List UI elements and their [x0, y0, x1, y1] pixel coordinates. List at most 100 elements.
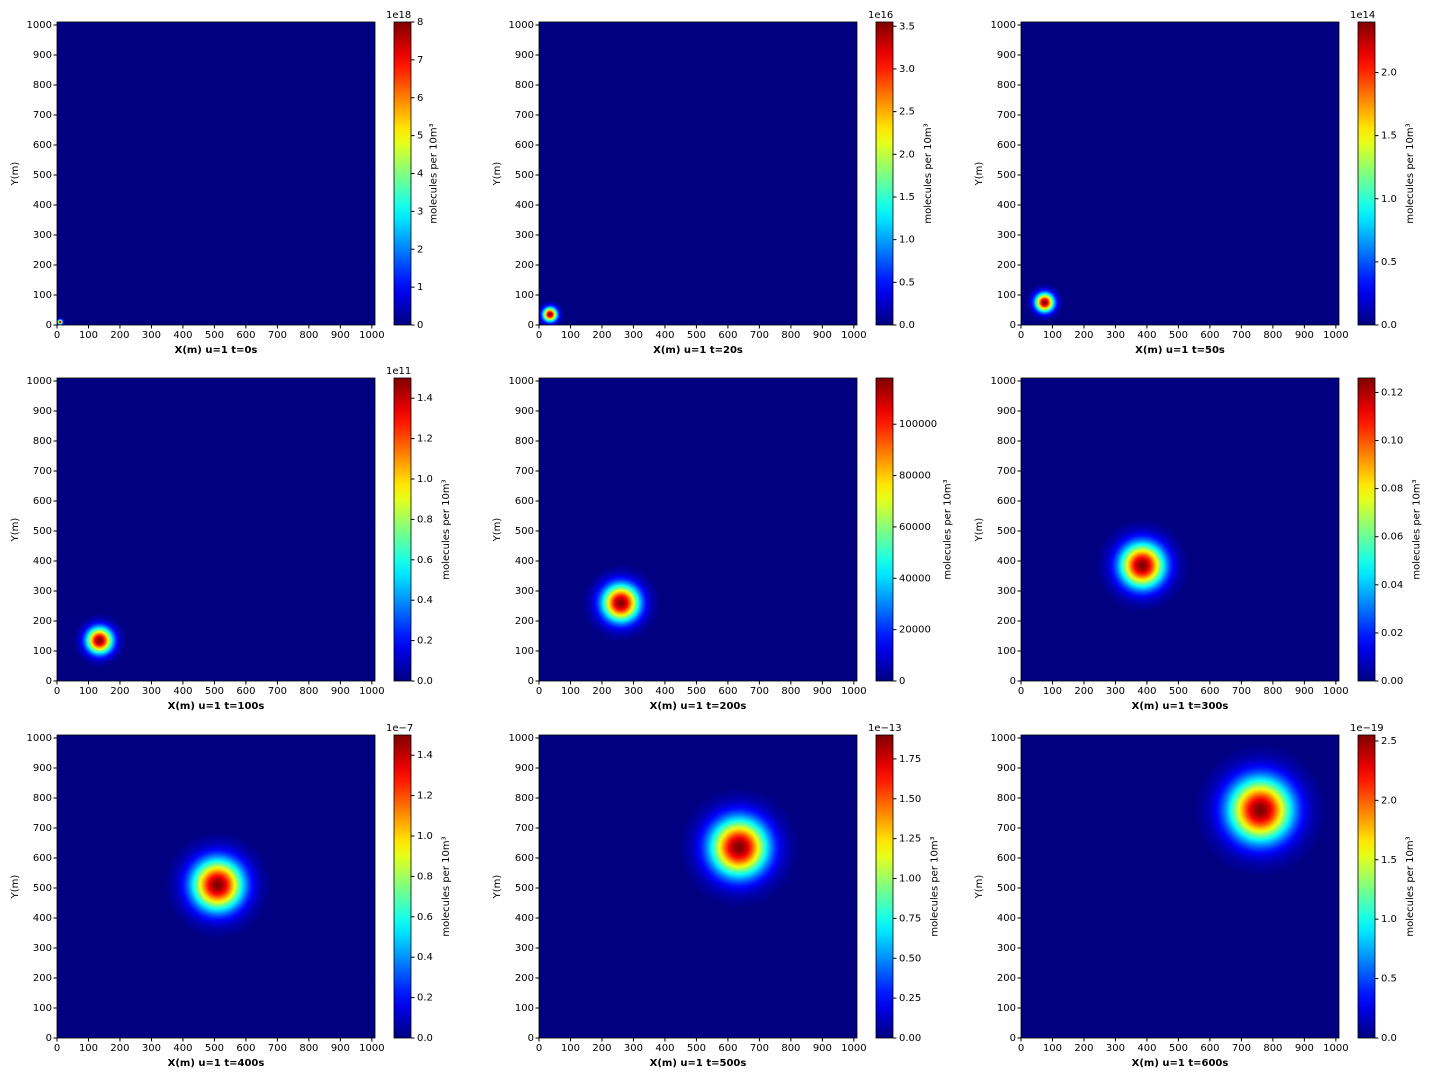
x-tick-label: 100: [561, 686, 580, 697]
y-tick-label: 200: [997, 973, 1016, 984]
colorbar-tick-label: 2.0: [1381, 68, 1397, 79]
x-tick-label: 700: [1232, 1043, 1251, 1054]
y-tick-label: 900: [33, 406, 52, 417]
colorbar-tick-label: 1.0: [1381, 914, 1397, 925]
y-tick-label: 300: [997, 586, 1016, 597]
x-tick-label: 600: [1200, 1043, 1219, 1054]
y-tick-label: 700: [515, 466, 534, 477]
colorbar-label: molecules per 10m³: [930, 836, 941, 936]
y-tick-label: 900: [997, 406, 1016, 417]
y-axis-label: Y(m): [10, 875, 21, 900]
x-tick-label: 0: [1018, 686, 1024, 697]
x-axis-label: X(m) u=1 t=200s: [650, 701, 747, 712]
y-tick-label: 900: [33, 763, 52, 774]
x-axis-label: X(m) u=1 t=500s: [650, 1058, 747, 1069]
colorbar-label: molecules per 10m³: [923, 123, 934, 223]
y-tick-label: 500: [515, 170, 534, 181]
y-tick-label: 400: [33, 200, 52, 211]
colorbar-tick-label: 3.0: [899, 64, 915, 75]
colorbar: [875, 377, 894, 682]
x-tick-label: 100: [1043, 686, 1062, 697]
x-tick-label: 700: [268, 1043, 287, 1054]
plot-frame: [538, 377, 858, 682]
x-tick-label: 900: [331, 330, 350, 341]
y-tick-label: 300: [33, 586, 52, 597]
y-tick-label: 700: [997, 823, 1016, 834]
y-tick-label: 1000: [27, 733, 52, 744]
colorbar-tick-label: 1.5: [899, 192, 915, 203]
colorbar-tick-label: 0.0: [1381, 1033, 1397, 1044]
colorbar-label: molecules per 10m³: [942, 479, 953, 579]
y-tick-label: 700: [515, 823, 534, 834]
y-tick-label: 100: [515, 1003, 534, 1014]
plume: [57, 317, 65, 325]
y-tick-label: 0: [46, 1033, 52, 1044]
y-tick-label: 900: [515, 50, 534, 61]
x-tick-label: 800: [299, 1043, 318, 1054]
colorbar-tick-label: 0.6: [417, 912, 433, 923]
y-axis-label: Y(m): [10, 518, 21, 543]
y-tick-label: 1000: [509, 376, 534, 387]
x-tick-label: 1000: [841, 330, 866, 341]
y-tick-label: 500: [997, 526, 1016, 537]
colorbar-tick-label: 4: [417, 169, 423, 180]
plot-background: [539, 22, 857, 325]
plot-background: [1021, 22, 1339, 325]
y-tick-label: 400: [515, 913, 534, 924]
y-tick-label: 500: [515, 883, 534, 894]
y-tick-label: 600: [997, 853, 1016, 864]
y-tick-label: 400: [997, 200, 1016, 211]
plot-frame: [1020, 734, 1340, 1039]
colorbar-tick-label: 0.10: [1381, 436, 1403, 447]
x-axis-label: X(m) u=1 t=300s: [1132, 701, 1229, 712]
plume: [73, 614, 126, 667]
y-tick-label: 200: [515, 260, 534, 271]
x-tick-label: 600: [718, 686, 737, 697]
x-tick-label: 1000: [359, 1043, 384, 1054]
x-tick-label: 200: [110, 686, 129, 697]
x-tick-label: 600: [236, 330, 255, 341]
x-tick-label: 200: [592, 330, 611, 341]
y-tick-label: 800: [997, 793, 1016, 804]
x-tick-label: 100: [1043, 1043, 1062, 1054]
y-tick-label: 0: [528, 320, 534, 331]
y-axis-label: Y(m): [974, 162, 985, 187]
x-tick-label: 700: [1232, 330, 1251, 341]
colorbar-label: molecules per 10m³: [1405, 123, 1416, 223]
x-tick-label: 200: [110, 1043, 129, 1054]
y-tick-label: 1000: [509, 20, 534, 31]
colorbar-tick-label: 0.5: [899, 277, 915, 288]
y-tick-label: 300: [515, 230, 534, 241]
y-tick-label: 100: [515, 646, 534, 657]
plot-frame: [1020, 21, 1340, 326]
y-tick-label: 600: [515, 853, 534, 864]
x-tick-label: 400: [1137, 1043, 1156, 1054]
x-tick-label: 300: [142, 686, 161, 697]
colorbar-tick-label: 5: [417, 131, 423, 142]
plot-frame: [56, 21, 376, 326]
colorbar-tick-label: 0.0: [1381, 320, 1397, 331]
colorbar-label: molecules per 10m³: [1405, 836, 1416, 936]
colorbar-tick-label: 2.5: [899, 107, 915, 118]
y-tick-label: 800: [33, 80, 52, 91]
y-tick-label: 1000: [509, 733, 534, 744]
y-tick-label: 0: [46, 676, 52, 687]
plot-frame: [56, 377, 376, 682]
colorbar-tick-label: 1.0: [1381, 194, 1397, 205]
x-tick-label: 700: [268, 686, 287, 697]
x-tick-label: 500: [687, 330, 706, 341]
x-axis-label: X(m) u=1 t=600s: [1132, 1058, 1229, 1069]
y-tick-label: 200: [515, 973, 534, 984]
y-tick-label: 0: [1010, 1033, 1016, 1044]
colorbar-tick-label: 0.08: [1381, 484, 1403, 495]
y-tick-label: 500: [997, 883, 1016, 894]
y-tick-label: 400: [515, 200, 534, 211]
x-tick-label: 500: [1169, 1043, 1188, 1054]
x-tick-label: 0: [54, 330, 60, 341]
colorbar-tick-label: 100000: [899, 419, 937, 430]
y-tick-label: 400: [997, 913, 1016, 924]
colorbar-tick-label: 1.5: [1381, 131, 1397, 142]
x-tick-label: 800: [1263, 686, 1282, 697]
x-tick-label: 900: [1295, 686, 1314, 697]
x-tick-label: 800: [781, 1043, 800, 1054]
